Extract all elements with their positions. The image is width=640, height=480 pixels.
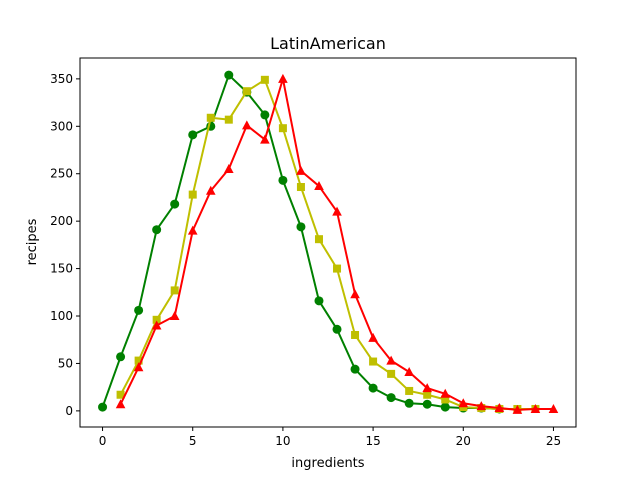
data-point-red bbox=[422, 383, 432, 393]
data-point-yellow bbox=[188, 190, 197, 199]
y-tick-label: 200 bbox=[50, 214, 73, 228]
data-point-yellow bbox=[296, 183, 305, 192]
x-tick-label: 5 bbox=[189, 434, 197, 448]
data-point-green bbox=[440, 402, 450, 412]
data-point-red bbox=[458, 398, 469, 408]
data-point-green bbox=[116, 352, 126, 362]
data-point-yellow bbox=[405, 386, 414, 395]
data-point-green bbox=[368, 383, 378, 393]
y-tick-label: 100 bbox=[50, 309, 73, 323]
data-point-red bbox=[494, 403, 505, 413]
data-point-green bbox=[98, 402, 108, 412]
data-point-red bbox=[133, 362, 144, 372]
data-point-red bbox=[314, 181, 324, 191]
data-point-green bbox=[314, 296, 324, 306]
data-point-yellow bbox=[423, 390, 432, 399]
data-point-yellow bbox=[278, 124, 287, 133]
data-point-green bbox=[152, 225, 162, 235]
data-point-yellow bbox=[170, 286, 179, 295]
data-point-green bbox=[278, 175, 288, 185]
y-tick-label: 50 bbox=[58, 356, 73, 370]
data-point-green bbox=[188, 130, 198, 140]
data-point-yellow bbox=[116, 390, 125, 399]
data-point-yellow bbox=[134, 356, 143, 365]
data-point-green bbox=[422, 399, 432, 409]
data-point-green bbox=[170, 199, 180, 209]
data-point-red bbox=[224, 163, 234, 173]
data-point-red bbox=[332, 206, 342, 216]
data-point-yellow bbox=[242, 87, 251, 96]
series-red bbox=[115, 73, 559, 414]
x-tick-label: 20 bbox=[456, 434, 471, 448]
data-point-green bbox=[224, 70, 234, 80]
data-point-green bbox=[332, 324, 342, 334]
y-tick-label: 250 bbox=[50, 167, 73, 181]
data-point-red bbox=[169, 311, 180, 321]
data-point-red bbox=[512, 404, 523, 414]
data-point-yellow bbox=[441, 395, 450, 404]
series-layer bbox=[98, 70, 559, 414]
data-point-yellow bbox=[369, 357, 378, 366]
data-point-green bbox=[134, 305, 144, 315]
data-point-red bbox=[476, 401, 487, 411]
data-point-yellow bbox=[152, 315, 161, 324]
y-tick-label: 150 bbox=[50, 262, 73, 276]
y-axis-label: recipes bbox=[25, 218, 40, 265]
x-tick-label: 10 bbox=[275, 434, 290, 448]
data-point-yellow bbox=[260, 75, 269, 84]
x-tick-label: 0 bbox=[99, 434, 107, 448]
data-point-red bbox=[242, 120, 252, 130]
y-tick-label: 0 bbox=[65, 404, 73, 418]
data-point-green bbox=[404, 398, 414, 408]
data-point-yellow bbox=[224, 115, 233, 124]
data-point-yellow bbox=[206, 113, 215, 122]
data-point-red bbox=[386, 355, 396, 365]
data-point-yellow bbox=[387, 369, 396, 378]
data-point-red bbox=[440, 388, 451, 398]
data-point-red bbox=[151, 320, 162, 330]
data-point-red bbox=[548, 403, 559, 413]
x-axis-label: ingredients bbox=[291, 456, 364, 471]
axes-frame bbox=[79, 57, 577, 428]
chart-title: LatinAmerican bbox=[270, 34, 386, 53]
data-point-green bbox=[350, 364, 360, 374]
data-point-red bbox=[368, 332, 378, 342]
data-point-yellow bbox=[333, 264, 342, 273]
x-tick-label: 15 bbox=[365, 434, 380, 448]
data-point-red bbox=[205, 185, 216, 195]
data-point-green bbox=[386, 393, 396, 403]
data-point-green bbox=[260, 110, 270, 120]
data-point-red bbox=[350, 289, 360, 299]
y-tick-label: 300 bbox=[50, 119, 73, 133]
data-point-red bbox=[278, 73, 288, 83]
y-tick-label: 350 bbox=[50, 72, 73, 86]
x-tick-label: 25 bbox=[546, 434, 561, 448]
series-green bbox=[98, 70, 504, 414]
data-point-yellow bbox=[314, 235, 323, 244]
data-point-red bbox=[296, 165, 306, 175]
data-point-red bbox=[187, 225, 198, 235]
data-point-red bbox=[530, 403, 541, 413]
data-point-yellow bbox=[351, 330, 360, 339]
data-point-red bbox=[260, 134, 270, 144]
plot-area bbox=[80, 58, 576, 427]
data-point-red bbox=[115, 399, 126, 409]
data-point-red bbox=[404, 366, 414, 376]
data-point-green bbox=[296, 222, 306, 232]
